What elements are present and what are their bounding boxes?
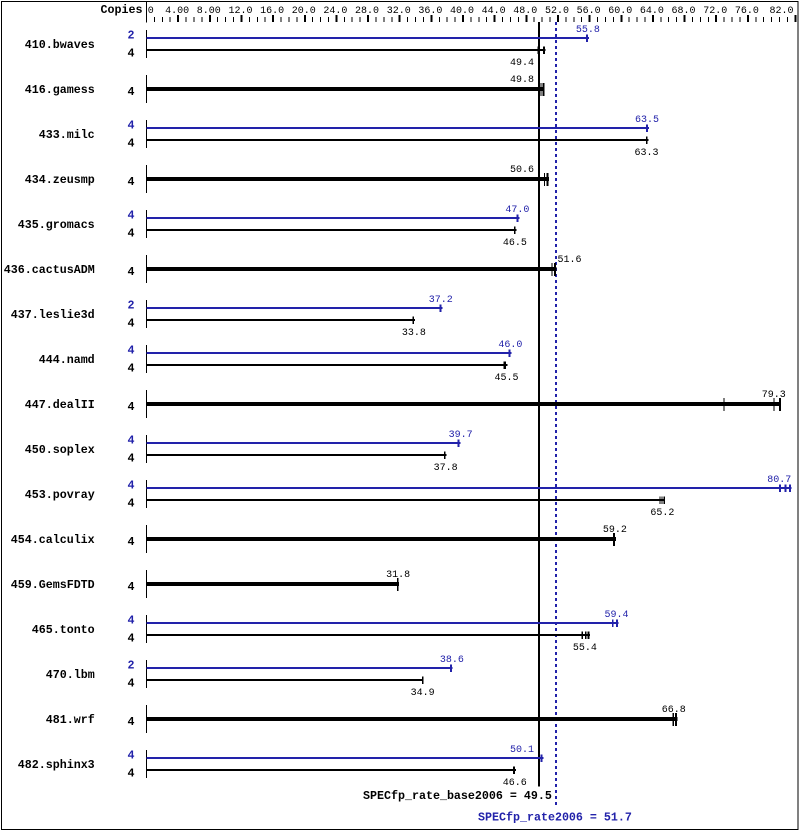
svg-text:48.0: 48.0: [513, 6, 537, 17]
svg-text:50.6: 50.6: [510, 165, 534, 176]
svg-text:416.gamess: 416.gamess: [25, 83, 95, 97]
svg-text:4: 4: [128, 497, 135, 511]
svg-text:80.7: 80.7: [767, 475, 791, 486]
svg-text:450.soplex: 450.soplex: [25, 443, 95, 457]
svg-text:454.calculix: 454.calculix: [11, 533, 95, 547]
svg-text:481.wrf: 481.wrf: [46, 713, 95, 727]
svg-text:482.sphinx3: 482.sphinx3: [18, 758, 95, 772]
svg-text:4: 4: [128, 119, 135, 133]
svg-text:52.0: 52.0: [545, 6, 569, 17]
svg-text:437.leslie3d: 437.leslie3d: [11, 308, 95, 322]
svg-text:4: 4: [128, 614, 135, 628]
svg-text:4: 4: [128, 580, 135, 594]
svg-text:470.lbm: 470.lbm: [46, 668, 95, 682]
svg-text:465.tonto: 465.tonto: [32, 623, 95, 637]
svg-text:4: 4: [128, 85, 135, 99]
svg-text:59.4: 59.4: [604, 610, 628, 621]
svg-text:444.namd: 444.namd: [39, 353, 95, 367]
svg-text:60.0: 60.0: [608, 6, 632, 17]
svg-text:55.4: 55.4: [573, 643, 597, 654]
svg-text:4: 4: [128, 677, 135, 691]
svg-text:SPECfp_rate2006 = 51.7: SPECfp_rate2006 = 51.7: [478, 811, 632, 825]
svg-text:4: 4: [128, 175, 135, 189]
svg-text:33.8: 33.8: [402, 328, 426, 339]
svg-text:4: 4: [128, 227, 135, 241]
svg-text:20.0: 20.0: [292, 6, 316, 17]
svg-text:37.2: 37.2: [429, 295, 453, 306]
svg-text:459.GemsFDTD: 459.GemsFDTD: [11, 578, 95, 592]
svg-text:32.0: 32.0: [387, 6, 411, 17]
svg-text:433.milc: 433.milc: [39, 128, 95, 142]
svg-text:4: 4: [128, 632, 135, 646]
svg-text:453.povray: 453.povray: [25, 488, 95, 502]
svg-text:4: 4: [128, 137, 135, 151]
svg-text:46.6: 46.6: [503, 778, 527, 789]
svg-text:31.8: 31.8: [386, 570, 410, 581]
svg-text:4: 4: [128, 209, 135, 223]
svg-text:4: 4: [128, 434, 135, 448]
svg-text:410.bwaves: 410.bwaves: [25, 38, 95, 52]
svg-text:55.8: 55.8: [576, 25, 600, 36]
svg-text:51.6: 51.6: [558, 255, 582, 266]
svg-text:24.0: 24.0: [323, 6, 347, 17]
svg-text:66.8: 66.8: [662, 705, 686, 716]
svg-text:50.1: 50.1: [510, 745, 534, 756]
svg-text:4: 4: [128, 715, 135, 729]
svg-text:4: 4: [128, 452, 135, 466]
svg-text:447.dealII: 447.dealII: [25, 398, 95, 412]
svg-text:34.9: 34.9: [411, 688, 435, 699]
svg-text:59.2: 59.2: [603, 525, 627, 536]
svg-text:4: 4: [128, 749, 135, 763]
svg-text:16.0: 16.0: [260, 6, 284, 17]
svg-text:4: 4: [128, 479, 135, 493]
svg-text:12.0: 12.0: [228, 6, 252, 17]
svg-text:82.0: 82.0: [769, 6, 793, 17]
svg-text:4: 4: [128, 535, 135, 549]
svg-text:4: 4: [128, 344, 135, 358]
svg-text:46.5: 46.5: [503, 238, 527, 249]
svg-text:4: 4: [128, 362, 135, 376]
svg-text:64.0: 64.0: [640, 6, 664, 17]
svg-text:72.0: 72.0: [703, 6, 727, 17]
svg-text:436.cactusADM: 436.cactusADM: [4, 263, 95, 277]
svg-text:4: 4: [128, 767, 135, 781]
svg-text:49.4: 49.4: [510, 58, 534, 69]
svg-text:4: 4: [128, 47, 135, 61]
svg-text:63.5: 63.5: [635, 115, 659, 126]
svg-text:47.0: 47.0: [505, 205, 529, 216]
svg-text:68.0: 68.0: [672, 6, 696, 17]
svg-text:49.8: 49.8: [510, 75, 534, 86]
svg-text:SPECfp_rate_base2006 = 49.5: SPECfp_rate_base2006 = 49.5: [363, 789, 552, 803]
svg-text:434.zeusmp: 434.zeusmp: [25, 173, 95, 187]
svg-text:0: 0: [148, 6, 154, 17]
svg-text:2: 2: [128, 29, 135, 43]
svg-text:79.3: 79.3: [762, 390, 786, 401]
svg-text:56.0: 56.0: [577, 6, 601, 17]
svg-text:46.0: 46.0: [498, 340, 522, 351]
svg-text:40.0: 40.0: [450, 6, 474, 17]
svg-text:76.0: 76.0: [735, 6, 759, 17]
svg-text:28.0: 28.0: [355, 6, 379, 17]
svg-text:38.6: 38.6: [440, 655, 464, 666]
svg-text:Copies: Copies: [101, 3, 143, 17]
svg-text:4: 4: [128, 317, 135, 331]
svg-text:435.gromacs: 435.gromacs: [18, 218, 95, 232]
svg-text:4.00: 4.00: [165, 6, 189, 17]
svg-text:36.0: 36.0: [418, 6, 442, 17]
svg-text:4: 4: [128, 265, 135, 279]
svg-text:45.5: 45.5: [494, 373, 518, 384]
svg-text:44.0: 44.0: [482, 6, 506, 17]
svg-text:2: 2: [128, 659, 135, 673]
svg-text:39.7: 39.7: [449, 430, 473, 441]
svg-text:2: 2: [128, 299, 135, 313]
svg-text:63.3: 63.3: [634, 148, 658, 159]
svg-text:65.2: 65.2: [650, 508, 674, 519]
svg-text:4: 4: [128, 400, 135, 414]
svg-text:8.00: 8.00: [197, 6, 221, 17]
svg-text:37.8: 37.8: [434, 463, 458, 474]
